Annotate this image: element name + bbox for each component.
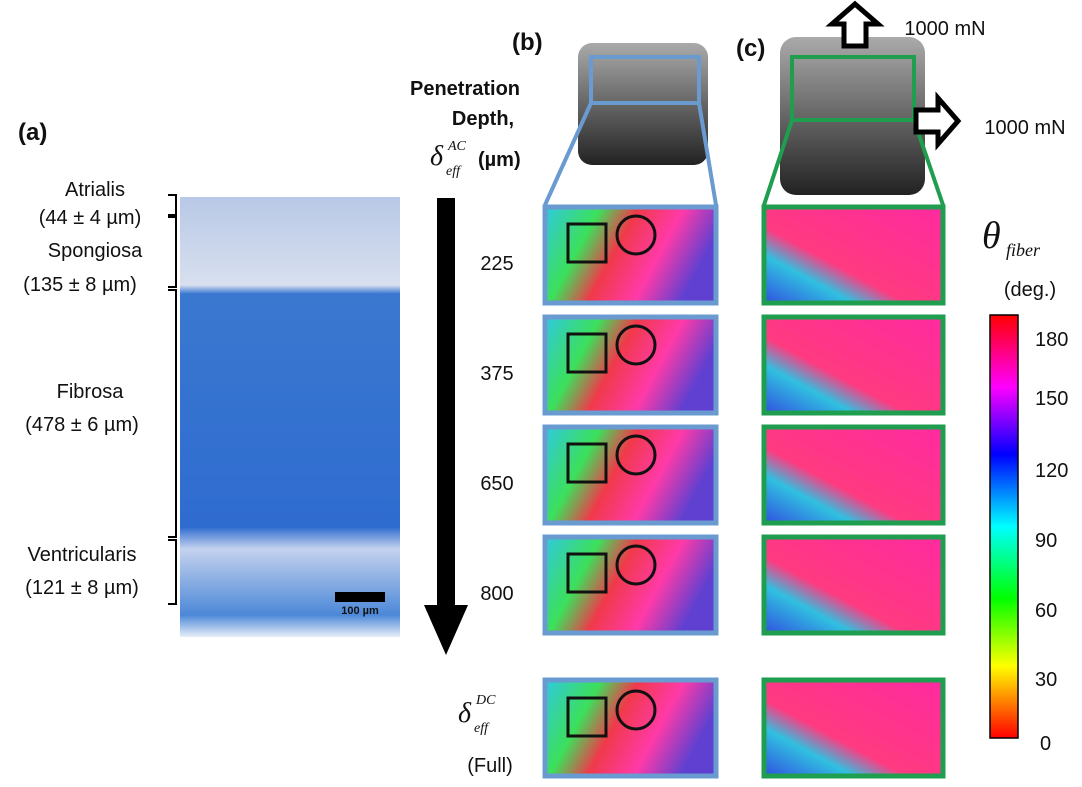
load-arrow bbox=[825, 0, 885, 49]
layer-thickness: (135 ± 8 µm) bbox=[23, 274, 137, 296]
symbol-sub: eff bbox=[446, 164, 462, 179]
histology-image bbox=[180, 197, 400, 637]
colorbar-tick: 90 bbox=[1035, 530, 1057, 552]
symbol-sup: AC bbox=[447, 139, 467, 154]
layer-name: Spongiosa bbox=[48, 240, 143, 262]
colorbar-tick: 150 bbox=[1035, 388, 1068, 410]
panel-label: (b) bbox=[512, 29, 543, 56]
roi-box bbox=[790, 55, 916, 122]
colorbar-tick: 120 bbox=[1035, 460, 1068, 482]
layer-thickness: (44 ± 4 µm) bbox=[39, 207, 142, 229]
axis-unit: (µm) bbox=[478, 149, 521, 171]
layer-name: Fibrosa bbox=[57, 381, 125, 403]
layer-thickness: (478 ± 6 µm) bbox=[25, 414, 139, 436]
depth-arrow-head bbox=[424, 605, 468, 655]
symbol: δ bbox=[430, 141, 444, 172]
layer-name: Ventricularis bbox=[28, 544, 137, 566]
load-label: 1000 mN bbox=[904, 18, 985, 40]
symbol-sub: eff bbox=[474, 721, 490, 736]
sample-photo bbox=[780, 37, 925, 195]
axis-title: Penetration bbox=[410, 78, 520, 100]
depth-label: 225 bbox=[480, 253, 513, 275]
layer-thickness: (121 ± 8 µm) bbox=[25, 577, 139, 599]
depth-label: 650 bbox=[480, 473, 513, 495]
colorbar-symbol-sub: fiber bbox=[1006, 240, 1041, 260]
panel-label: (a) bbox=[18, 119, 47, 146]
scale-bar-label: 100 µm bbox=[341, 605, 379, 617]
layer-name: Atrialis bbox=[65, 179, 125, 201]
colorbar-symbol: θ bbox=[982, 215, 1001, 257]
panel-label: (c) bbox=[736, 35, 765, 62]
roi-box bbox=[589, 55, 701, 105]
colorbar-tick: 180 bbox=[1035, 329, 1068, 351]
scale-bar bbox=[335, 592, 385, 602]
colorbar bbox=[989, 314, 1019, 739]
symbol-sup: DC bbox=[475, 693, 496, 708]
layer-brackets bbox=[168, 194, 177, 605]
depth-arrow bbox=[437, 198, 455, 608]
axis-title: Depth, bbox=[452, 108, 514, 130]
load-arrow bbox=[913, 91, 962, 151]
orientation-maps bbox=[761, 204, 946, 779]
depth-label: 375 bbox=[480, 363, 513, 385]
colorbar-unit: (deg.) bbox=[1004, 279, 1056, 301]
colorbar-tick: 60 bbox=[1035, 600, 1057, 622]
depth-label: 800 bbox=[480, 583, 513, 605]
colorbar-tick: 0 bbox=[1040, 733, 1051, 755]
roi-markers bbox=[566, 214, 657, 738]
full-label: (Full) bbox=[467, 755, 513, 777]
symbol: δ bbox=[458, 698, 472, 729]
colorbar-tick: 30 bbox=[1035, 669, 1057, 691]
load-label: 1000 mN bbox=[984, 117, 1065, 139]
zoom-lines bbox=[543, 102, 718, 206]
